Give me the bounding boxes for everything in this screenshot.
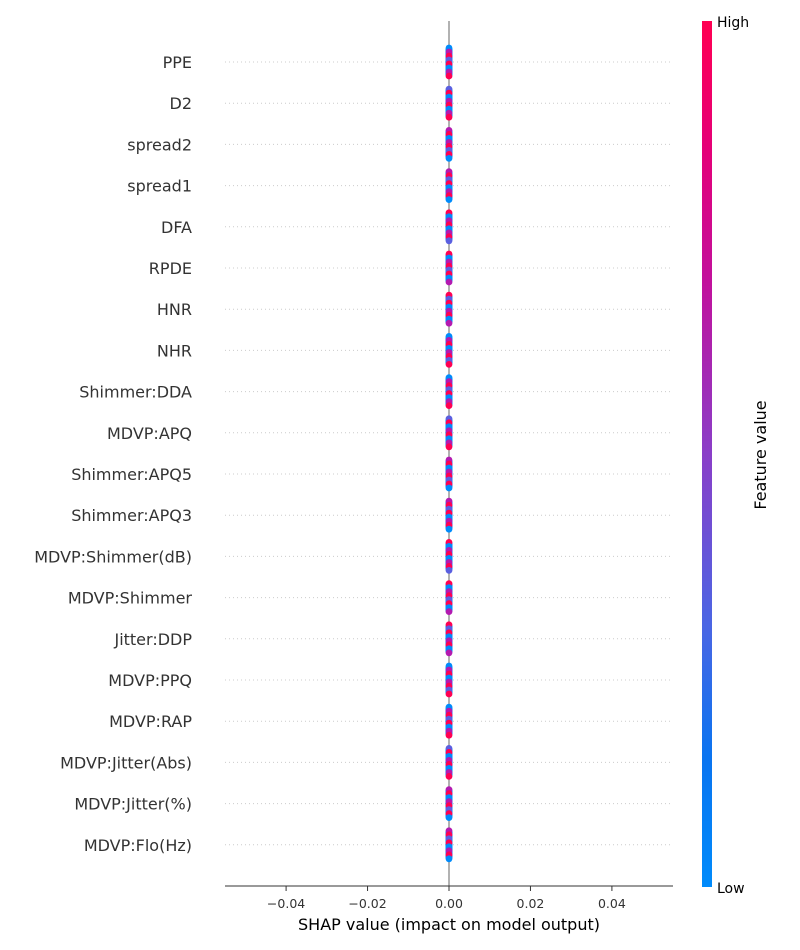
dot-strip — [445, 786, 453, 821]
dot-strip — [445, 126, 453, 162]
shap-point — [445, 402, 453, 409]
feature-label: MDVP:Jitter(%) — [74, 795, 192, 814]
feature-label: MDVP:PPQ — [108, 671, 192, 690]
shap-point — [445, 649, 453, 657]
dot-strip — [445, 621, 453, 657]
feature-label: MDVP:Jitter(Abs) — [60, 753, 192, 772]
dot-strip — [445, 456, 453, 492]
feature-label: DFA — [161, 218, 192, 237]
shap-point — [445, 196, 453, 204]
feature-label: MDVP:Shimmer(dB) — [34, 547, 192, 566]
shap-point — [445, 525, 453, 533]
x-tick-label: 0.04 — [598, 896, 626, 911]
feature-label: Shimmer:DDA — [79, 383, 192, 402]
feature-label: spread2 — [127, 135, 192, 154]
feature-label: HNR — [157, 300, 192, 319]
shap-point — [445, 319, 453, 327]
dot-strip — [445, 250, 453, 286]
dot-strip — [445, 580, 453, 615]
dot-strip — [445, 333, 453, 368]
feature-label: spread1 — [127, 177, 192, 196]
dot-strip — [445, 497, 453, 533]
dot-strip — [445, 291, 453, 327]
dot-strip — [445, 539, 453, 574]
shap-point — [445, 155, 453, 162]
shap-point — [445, 113, 453, 121]
feature-label: MDVP:Shimmer — [68, 589, 193, 608]
feature-label: MDVP:RAP — [109, 712, 192, 731]
dot-strip — [445, 827, 453, 863]
feature-label: Jitter:DDP — [113, 630, 192, 649]
feature-labels: PPE D2 spread2 spread1 DFA RPDE HNR NHR Shimmer:… — [34, 53, 192, 855]
dot-strip — [445, 85, 453, 121]
shap-point — [445, 567, 453, 574]
feature-label: MDVP:Flo(Hz) — [84, 836, 192, 855]
dot-strip — [445, 44, 453, 80]
shap-point — [445, 443, 453, 451]
dot-strip — [445, 662, 453, 698]
colorbar: High Low Feature value — [702, 15, 770, 897]
colorbar-high-label: High — [717, 15, 749, 31]
shap-point — [445, 237, 453, 245]
feature-label: D2 — [170, 94, 193, 113]
feature-label: Shimmer:APQ3 — [71, 506, 192, 525]
shap-point — [445, 278, 453, 286]
dot-strip — [445, 415, 453, 451]
shap-point — [445, 690, 453, 698]
shap-point — [445, 361, 453, 368]
colorbar-title: Feature value — [751, 400, 770, 509]
shap-point — [445, 484, 453, 492]
feature-label: RPDE — [149, 259, 192, 278]
dot-strip — [445, 745, 453, 780]
dot-strip — [445, 374, 453, 409]
x-axis-label: SHAP value (impact on model output) — [298, 915, 600, 934]
shap-point — [445, 731, 453, 739]
dot-strip — [445, 209, 453, 245]
shap-point — [445, 814, 453, 821]
x-tick-label: 0.00 — [435, 896, 463, 911]
colorbar-low-label: Low — [717, 881, 745, 897]
x-tick-label: −0.02 — [348, 896, 386, 911]
x-tick-label: 0.02 — [517, 896, 545, 911]
dot-strip — [445, 168, 453, 204]
x-tick-label: −0.04 — [267, 896, 305, 911]
feature-label: NHR — [157, 341, 192, 360]
feature-label: MDVP:APQ — [107, 424, 192, 443]
colorbar-gradient — [702, 21, 712, 887]
x-axis: −0.04 −0.02 0.00 0.02 0.04 — [225, 885, 673, 911]
shap-point — [445, 72, 453, 80]
shap-point — [445, 773, 453, 780]
dot-strip — [445, 703, 453, 739]
feature-label: Shimmer:APQ5 — [71, 465, 192, 484]
shap-point — [445, 608, 453, 615]
dot-strips — [445, 44, 453, 863]
shap-point — [445, 855, 453, 863]
feature-label: PPE — [163, 53, 192, 72]
